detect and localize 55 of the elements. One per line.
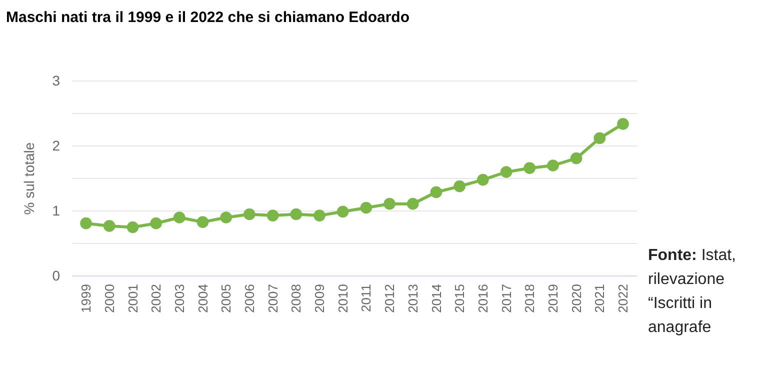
x-tick-label: 2007 bbox=[265, 284, 280, 313]
point bbox=[384, 198, 396, 210]
x-tick-label: 2013 bbox=[405, 284, 420, 313]
x-tick-label: 2015 bbox=[452, 284, 468, 313]
x-tick-label: 2011 bbox=[358, 284, 374, 312]
point bbox=[500, 166, 512, 178]
point bbox=[476, 174, 489, 186]
point bbox=[570, 152, 582, 164]
x-tick-label: 2014 bbox=[428, 284, 444, 313]
point bbox=[80, 217, 92, 230]
y-tick-label: 0 bbox=[52, 267, 60, 284]
x-tick-label: 2003 bbox=[172, 284, 187, 313]
x-tick-label: 2018 bbox=[522, 284, 538, 313]
y-tick-label: 1 bbox=[52, 202, 60, 218]
x-tick-label: 2017 bbox=[498, 284, 514, 313]
x-tick-label: 2004 bbox=[195, 284, 210, 313]
chart-title: Maschi nati tra il 1999 e il 2022 che si chiamano Edoardo bbox=[6, 9, 410, 26]
x-tick-label: 2009 bbox=[312, 284, 328, 313]
point bbox=[547, 160, 559, 172]
x-tick-label: 2012 bbox=[382, 284, 398, 313]
point bbox=[103, 220, 116, 232]
point bbox=[266, 210, 279, 222]
source-note: Fonte: Istat, rilevazione “Iscritti in anagrafe bbox=[648, 247, 736, 336]
point bbox=[594, 132, 606, 144]
x-tick-label: 2002 bbox=[148, 284, 164, 313]
point bbox=[617, 118, 629, 130]
x-tick-label: 2022 bbox=[616, 284, 631, 313]
x-tick-label: 2008 bbox=[288, 284, 304, 313]
y-tick-label: 3 bbox=[52, 72, 60, 88]
point bbox=[290, 208, 302, 220]
x-tick-label: 2010 bbox=[335, 284, 350, 313]
point bbox=[336, 206, 349, 218]
x-tick-label: 2020 bbox=[568, 284, 584, 313]
point bbox=[126, 221, 139, 234]
point bbox=[454, 180, 466, 192]
x-tick-label: 2000 bbox=[102, 284, 117, 313]
x-tick-label: 2005 bbox=[218, 284, 234, 313]
point bbox=[173, 212, 186, 224]
y-tick-label: 2 bbox=[52, 137, 60, 154]
x-tick-label: 1999 bbox=[78, 284, 94, 313]
point bbox=[524, 162, 536, 174]
point bbox=[360, 202, 372, 214]
x-tick-label: 2016 bbox=[475, 284, 490, 313]
point bbox=[150, 217, 162, 230]
point bbox=[430, 186, 442, 198]
x-tick-label: 2001 bbox=[125, 284, 140, 313]
x-tick-label: 2021 bbox=[592, 284, 608, 313]
point bbox=[406, 198, 419, 210]
point bbox=[244, 208, 256, 220]
y-axis-title: % sul totale bbox=[21, 142, 37, 215]
x-tick-label: 2006 bbox=[242, 284, 257, 313]
point bbox=[196, 216, 209, 228]
x-tick-label: 2019 bbox=[546, 284, 561, 313]
point bbox=[314, 210, 326, 222]
point bbox=[220, 212, 232, 224]
